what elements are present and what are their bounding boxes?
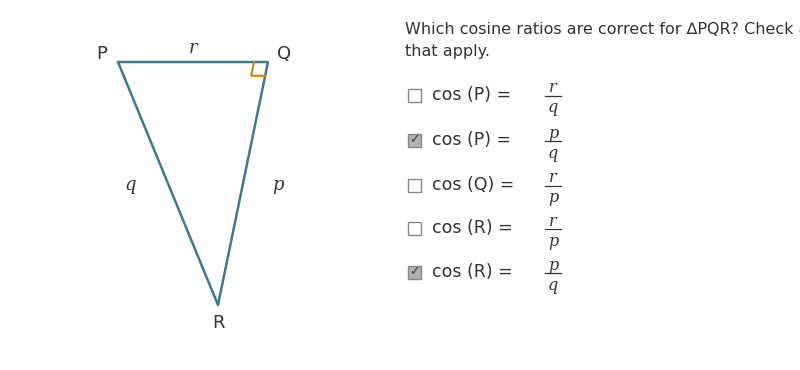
Text: q: q [548,100,558,117]
Text: cos (Q) =: cos (Q) = [432,176,520,194]
Text: p: p [272,176,284,194]
Bar [408,266,421,279]
Text: p: p [548,256,558,273]
Bar [408,178,421,192]
Text: cos (R) =: cos (R) = [432,219,518,237]
Text: cos (P) =: cos (P) = [432,131,517,149]
Text: cos (R) =: cos (R) = [432,263,518,281]
Text: p: p [548,124,558,141]
Bar [408,134,421,147]
Text: q: q [124,176,136,194]
Text: r: r [549,212,557,229]
Bar [408,222,421,235]
Text: R: R [212,314,224,332]
Text: ✓: ✓ [410,134,420,147]
Bar [408,88,421,101]
Text: Q: Q [277,45,291,63]
Text: r: r [189,39,198,57]
Text: r: r [549,169,557,186]
Text: p: p [548,232,558,249]
Text: P: P [97,45,107,63]
Text: q: q [548,145,558,161]
Text: Which cosine ratios are correct for ∆PQR? Check all
that apply.: Which cosine ratios are correct for ∆PQR… [405,22,800,59]
Text: ✓: ✓ [410,266,420,279]
Text: q: q [548,276,558,293]
Text: cos (P) =: cos (P) = [432,86,517,104]
Text: p: p [548,189,558,206]
Text: r: r [549,80,557,97]
